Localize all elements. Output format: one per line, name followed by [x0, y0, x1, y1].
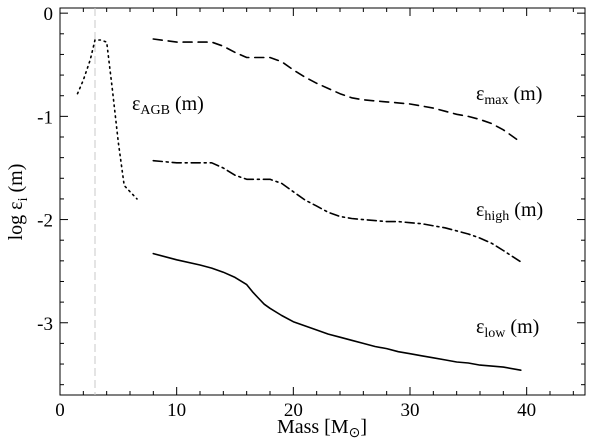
label-eps-agb: εAGB (m) [132, 93, 204, 118]
series-line-eps_low [152, 252, 522, 371]
x-axis-title: Mass [M⊙] [277, 416, 367, 441]
x-tick-label: 30 [401, 400, 420, 421]
series-line-eps_agb [76, 39, 138, 200]
x-tick-label: 20 [284, 400, 303, 421]
y-tick-label: -2 [37, 211, 53, 232]
y-axis-title: log εi (m) [5, 164, 31, 241]
series-line-eps_high [152, 159, 522, 263]
sun-symbol: ⊙ [349, 426, 361, 441]
x-tick-label: 0 [55, 400, 65, 421]
axis-ticks: 0 10 20 30 40 0 -1 -2 -3 [37, 4, 585, 421]
series-line-eps_max [152, 38, 522, 143]
y-tick-label: -3 [37, 314, 53, 335]
x-tick-label: 10 [167, 400, 186, 421]
x-tick-label: 40 [517, 400, 536, 421]
y-tick-label: -1 [37, 107, 53, 128]
y-tick-label: 0 [44, 4, 54, 25]
label-eps-max: εmax (m) [476, 83, 542, 108]
label-eps-high: εhigh (m) [476, 199, 543, 224]
label-eps-low: εlow (m) [476, 316, 539, 341]
plot-frame [59, 7, 586, 396]
series-layer [76, 38, 522, 371]
